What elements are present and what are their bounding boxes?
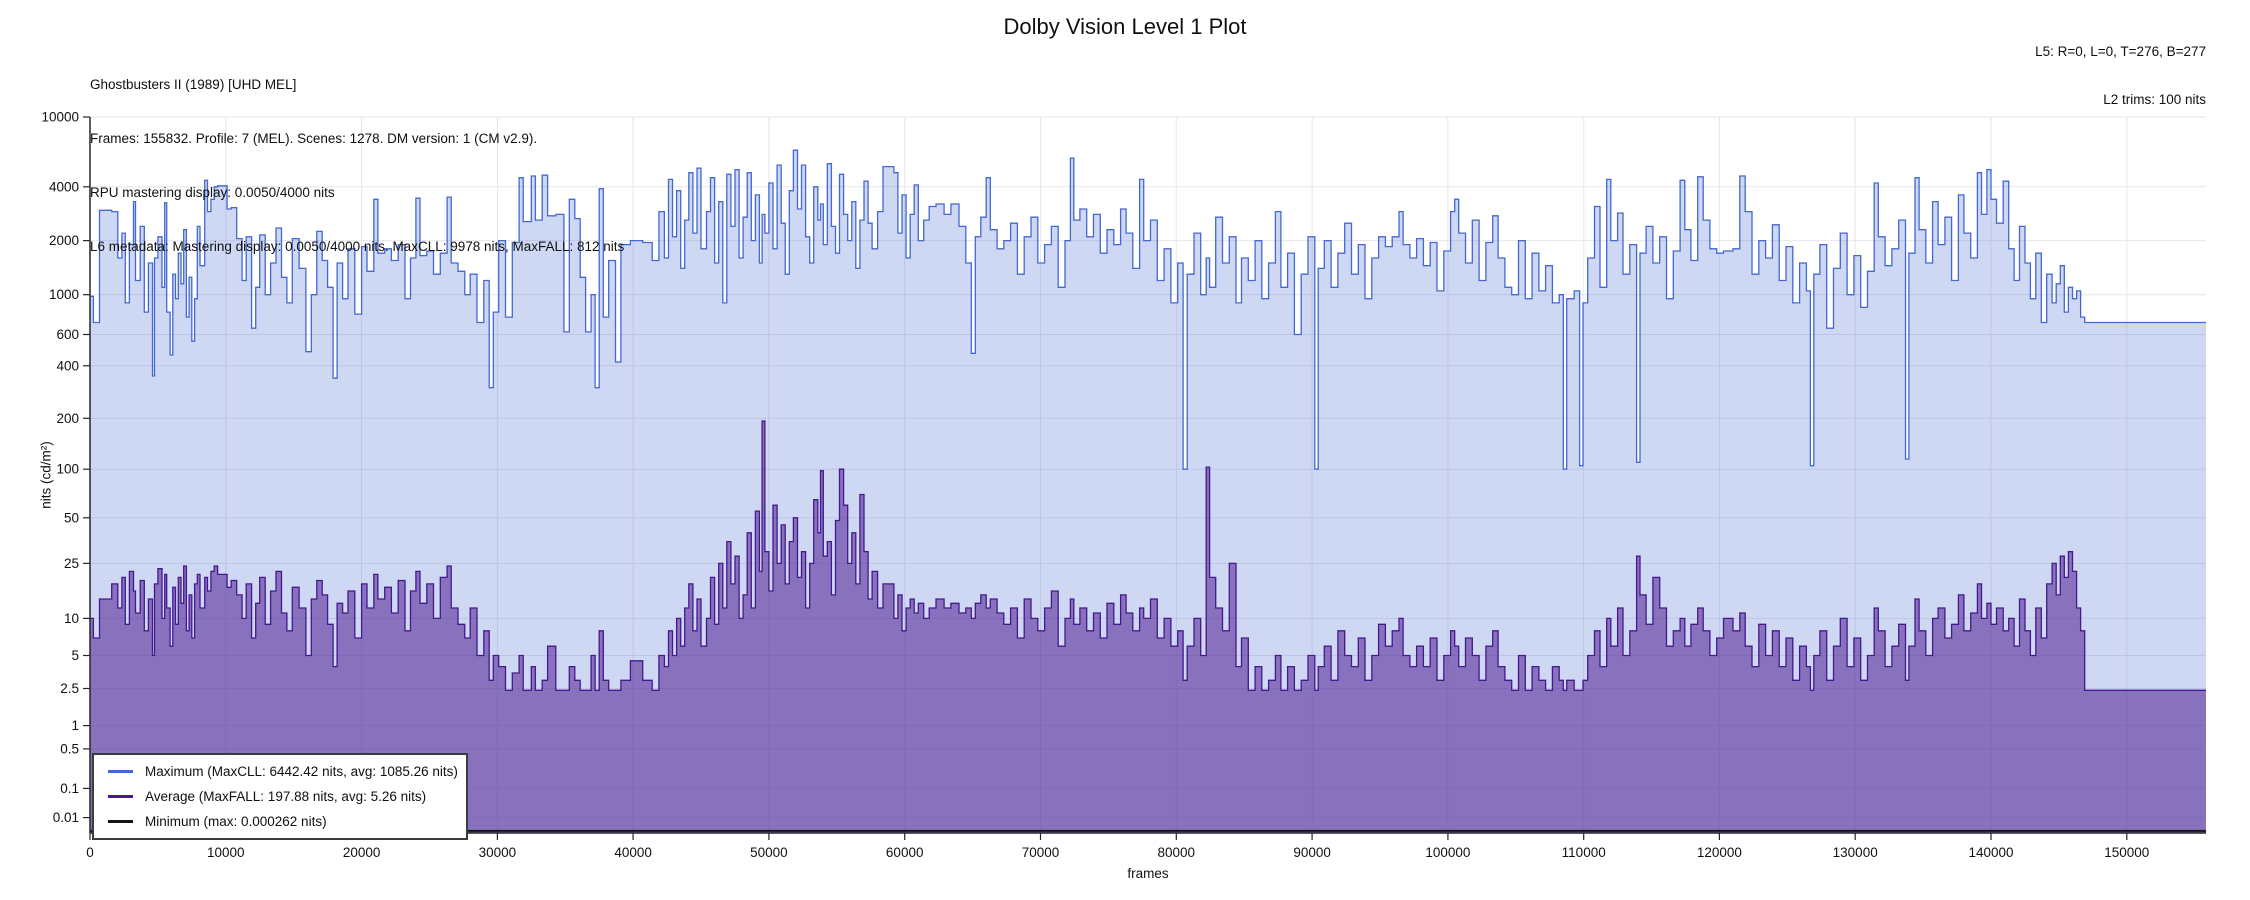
x-tick-label: 30000	[479, 845, 517, 860]
page-title: Dolby Vision Level 1 Plot	[1003, 14, 1247, 39]
y-tick-label: 1000	[49, 287, 79, 302]
x-tick-label: 150000	[2104, 845, 2149, 860]
x-tick-label: 0	[86, 845, 94, 860]
y-tick-label: 4000	[49, 179, 79, 194]
y-tick-label: 10	[64, 611, 79, 626]
average-line-swatch-icon	[108, 795, 133, 798]
y-tick-label: 100	[56, 462, 79, 477]
legend-item-maximum: Maximum (MaxCLL: 6442.42 nits, avg: 1085…	[102, 759, 458, 784]
legend-box: Maximum (MaxCLL: 6442.42 nits, avg: 1085…	[92, 753, 468, 840]
x-tick-label: 100000	[1425, 845, 1470, 860]
metadata-block: Ghostbusters II (1989) [UHD MEL] Frames:…	[90, 40, 624, 274]
x-axis-title: frames	[1127, 866, 1169, 881]
y-tick-label: 10000	[41, 110, 79, 125]
x-tick-label: 70000	[1022, 845, 1060, 860]
legend-label-maximum: Maximum (MaxCLL: 6442.42 nits, avg: 1085…	[145, 764, 458, 779]
y-tick-label: 400	[56, 358, 79, 373]
x-tick-label: 10000	[207, 845, 245, 860]
y-tick-label: 1	[71, 718, 79, 733]
x-tick-label: 80000	[1158, 845, 1196, 860]
y-tick-label: 2000	[49, 233, 79, 248]
x-tick-label: 20000	[343, 845, 381, 860]
y-tick-label: 50	[64, 510, 79, 525]
metadata-line-title: Ghostbusters II (1989) [UHD MEL]	[90, 77, 297, 92]
average-series-area	[90, 421, 2206, 833]
y-tick-label: 0.01	[53, 810, 79, 825]
x-tick-label: 130000	[1833, 845, 1878, 860]
x-tick-label: 60000	[886, 845, 924, 860]
metadata-line-rpu: RPU mastering display: 0.0050/4000 nits	[90, 185, 335, 200]
y-tick-label: 5	[71, 648, 79, 663]
y-tick-label: 600	[56, 327, 79, 342]
y-tick-label: 2.5	[60, 681, 79, 696]
y-axis-title: nits (cd/m²)	[38, 441, 54, 509]
y-tick-label: 0.5	[60, 741, 79, 756]
legend-item-average: Average (MaxFALL: 197.88 nits, avg: 5.26…	[102, 784, 456, 809]
average-series-line	[90, 420, 2206, 691]
maximum-series-line	[90, 149, 2206, 470]
maximum-line-swatch-icon	[108, 770, 133, 773]
x-tick-label: 140000	[1968, 845, 2013, 860]
l5-offsets-text: L5: R=0, L=0, T=276, B=277	[2035, 44, 2206, 59]
x-tick-label: 50000	[750, 845, 788, 860]
legend-label-average: Average (MaxFALL: 197.88 nits, avg: 5.26…	[145, 789, 427, 804]
legend-label-minimum: Minimum (max: 0.000262 nits)	[145, 814, 327, 829]
legend-item-minimum: Minimum (max: 0.000262 nits)	[102, 809, 456, 834]
x-tick-label: 90000	[1293, 845, 1331, 860]
y-tick-label: 25	[64, 556, 79, 571]
x-tick-label: 110000	[1562, 845, 1606, 860]
metadata-line-l6: L6 metadata: Mastering display: 0.0050/4…	[90, 239, 625, 254]
y-tick-label: 200	[56, 411, 79, 426]
x-tick-label: 40000	[614, 845, 652, 860]
l2-trims-text: L2 trims: 100 nits	[2103, 92, 2206, 107]
x-tick-label: 120000	[1697, 845, 1742, 860]
y-tick-label: 0.1	[60, 781, 79, 796]
minimum-line-swatch-icon	[108, 820, 133, 823]
metadata-line-frames: Frames: 155832. Profile: 7 (MEL). Scenes…	[90, 131, 538, 146]
